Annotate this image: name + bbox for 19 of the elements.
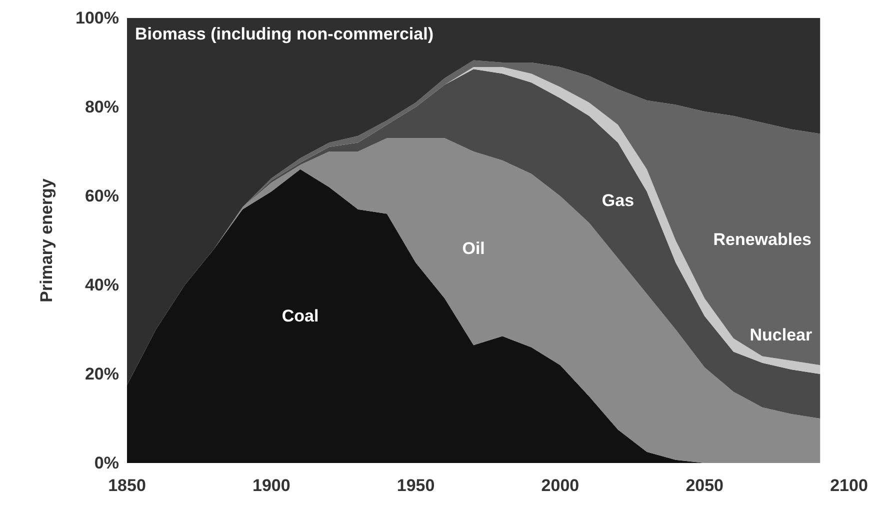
series-label: Nuclear bbox=[750, 326, 812, 345]
y-tick-label: 60% bbox=[84, 186, 119, 206]
series-label: Gas bbox=[602, 190, 634, 210]
y-tick-label: 0% bbox=[94, 454, 119, 472]
y-tick-label: 80% bbox=[84, 98, 119, 116]
series-label: Coal bbox=[282, 306, 319, 326]
series-label: Renewables bbox=[713, 230, 812, 249]
series-label: Biomass (including non-commercial) bbox=[134, 24, 434, 44]
x-tick-label: 1950 bbox=[396, 476, 435, 495]
y-tick-label: 100% bbox=[76, 8, 119, 28]
x-tick-label: 2000 bbox=[541, 476, 580, 495]
x-tick-label: 2050 bbox=[686, 476, 724, 495]
y-tick-label: 40% bbox=[84, 276, 119, 294]
x-tick-label: 1850 bbox=[108, 476, 146, 495]
x-tick-label: 2100 bbox=[830, 476, 868, 495]
y-axis-title: Primary energy bbox=[37, 178, 56, 302]
x-tick-label: 1900 bbox=[252, 476, 290, 495]
y-tick-label: 20% bbox=[84, 364, 119, 384]
series-label: Oil bbox=[462, 238, 485, 258]
